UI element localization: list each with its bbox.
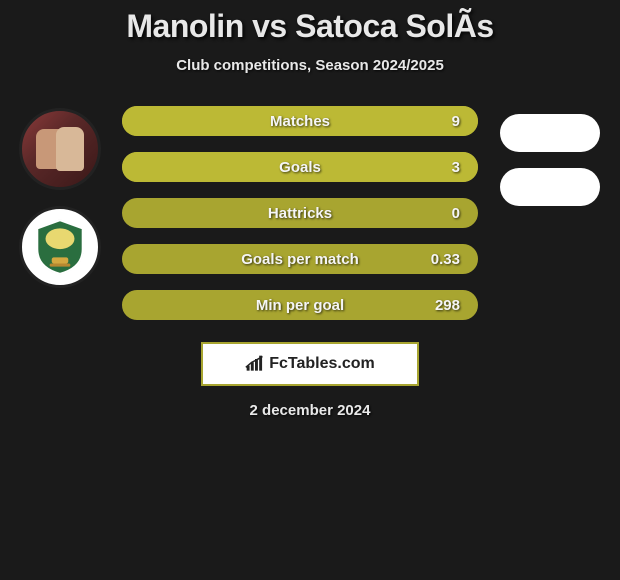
stat-label: Goals xyxy=(279,159,321,176)
blank-badge xyxy=(500,168,600,206)
stat-label: Matches xyxy=(270,113,330,130)
club-crest-badge xyxy=(19,206,101,288)
stat-value: 9 xyxy=(452,113,460,130)
blank-badge xyxy=(500,114,600,152)
brand-box[interactable]: FcTables.com xyxy=(201,342,419,386)
stat-label: Hattricks xyxy=(268,205,332,222)
stat-bar: Min per goal 298 xyxy=(120,288,480,322)
stat-value: 298 xyxy=(435,297,460,314)
stat-value: 3 xyxy=(452,159,460,176)
date-text: 2 december 2024 xyxy=(250,402,371,419)
main-area: Matches 9 Goals 3 Hattricks 0 Goals per match 0… xyxy=(0,104,620,322)
left-badges xyxy=(0,104,120,322)
stat-value: 0 xyxy=(452,205,460,222)
stat-bar: Goals per match 0.33 xyxy=(120,242,480,276)
stat-label: Goals per match xyxy=(241,251,359,268)
chart-icon xyxy=(245,355,265,373)
stats-column: Matches 9 Goals 3 Hattricks 0 Goals per match 0… xyxy=(120,104,480,322)
stat-label: Min per goal xyxy=(256,297,344,314)
stat-value: 0.33 xyxy=(431,251,460,268)
footer: FcTables.com 2 december 2024 xyxy=(0,342,620,419)
page-title: Manolin vs Satoca SolÃ­s xyxy=(0,8,620,45)
stat-bar: Goals 3 xyxy=(120,150,480,184)
subtitle: Club competitions, Season 2024/2025 xyxy=(0,57,620,74)
brand-text: FcTables.com xyxy=(269,355,375,373)
stat-bar: Matches 9 xyxy=(120,104,480,138)
right-badges xyxy=(480,104,620,322)
stat-bar: Hattricks 0 xyxy=(120,196,480,230)
elche-crest-icon xyxy=(29,216,91,278)
player-photo-badge xyxy=(19,108,101,190)
comparison-card: Manolin vs Satoca SolÃ­s Club competitio… xyxy=(0,0,620,419)
